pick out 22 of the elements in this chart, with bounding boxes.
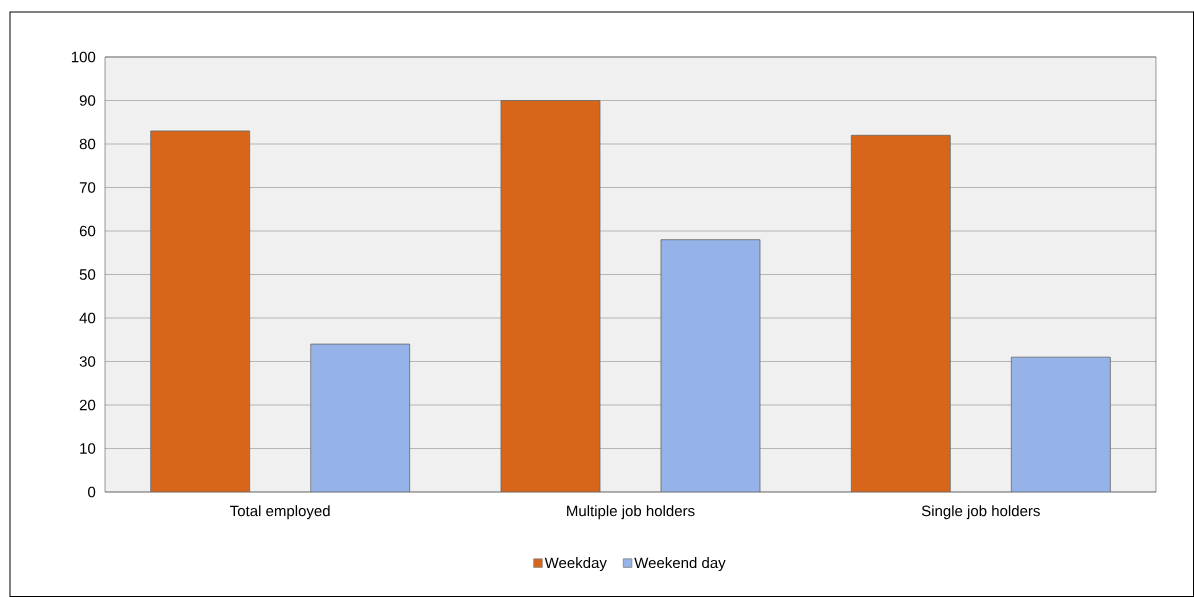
bar	[500, 100, 601, 492]
y-tick-label: 90	[79, 95, 96, 106]
y-tick-label: 0	[88, 486, 96, 498]
x-tick-label: Total employed	[230, 505, 330, 520]
bar	[660, 239, 761, 492]
y-tick-label: 30	[79, 356, 96, 367]
legend-label: Weekday	[544, 557, 607, 572]
y-tick-label: 60	[79, 225, 96, 237]
x-tick-label: Multiple job holders	[567, 505, 695, 520]
legend-label: Weekend day	[634, 557, 726, 572]
bar	[850, 134, 951, 492]
bar	[310, 343, 411, 492]
bar	[1010, 356, 1111, 492]
y-tick-label: 50	[79, 269, 96, 280]
y-tick-label: 80	[79, 138, 96, 150]
y-tick-label: 20	[79, 399, 96, 411]
y-tick-label: 10	[80, 443, 96, 454]
y-tick-label: 100	[71, 51, 96, 63]
bar	[150, 130, 251, 492]
y-tick-label: 40	[79, 312, 96, 324]
x-tick-label: Single job holders	[921, 505, 1040, 520]
y-tick-label: 70	[79, 182, 96, 193]
